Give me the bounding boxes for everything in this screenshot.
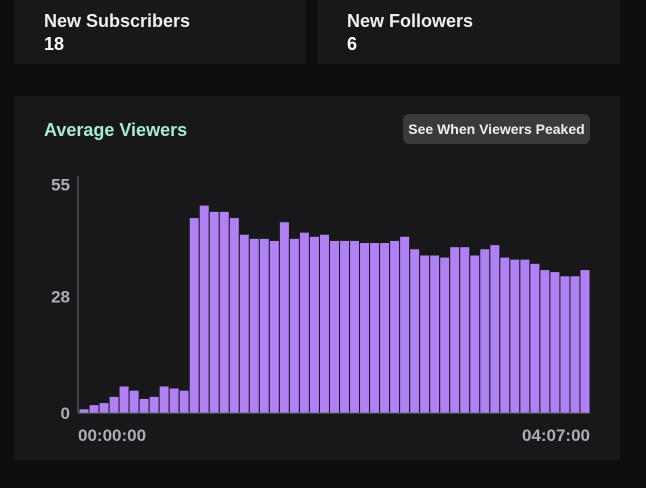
bar	[399, 235, 411, 414]
bar	[248, 237, 260, 414]
bar	[349, 239, 361, 414]
bar	[218, 210, 230, 414]
new-followers-card: New Followers 6	[317, 0, 620, 64]
bar	[168, 387, 180, 414]
bar	[278, 221, 290, 414]
bar	[318, 233, 330, 414]
bar	[339, 239, 351, 414]
bar	[308, 235, 320, 414]
bar	[158, 385, 170, 414]
average-viewers-panel: Average Viewers See When Viewers Peaked …	[14, 96, 620, 460]
new-subscribers-label: New Subscribers	[44, 11, 191, 31]
bar	[449, 246, 461, 414]
bar	[439, 256, 451, 414]
y-tick-label: 0	[61, 404, 70, 423]
bar	[98, 402, 110, 414]
bar	[258, 237, 270, 414]
bar	[148, 395, 160, 414]
bar	[369, 242, 381, 414]
bar	[188, 217, 200, 414]
bar	[328, 239, 341, 414]
bar	[359, 242, 371, 414]
bar	[479, 248, 491, 414]
bar	[78, 408, 90, 414]
x-start-label: 00:00:00	[78, 426, 146, 445]
bar	[108, 395, 120, 414]
bar	[228, 217, 240, 414]
bar	[268, 239, 280, 414]
bar	[419, 254, 431, 414]
bar	[208, 210, 220, 414]
new-followers-label: New Followers	[347, 11, 474, 31]
bar	[88, 404, 100, 414]
chart-title: Average Viewers	[44, 120, 188, 140]
bar	[539, 269, 551, 414]
bar	[529, 262, 541, 414]
bar	[118, 385, 130, 414]
bar	[389, 239, 401, 414]
new-followers-value: 6	[347, 34, 358, 54]
bar	[298, 231, 310, 414]
bar	[288, 237, 300, 414]
bar	[128, 389, 140, 414]
bar	[489, 244, 501, 414]
bar	[549, 271, 561, 414]
bar	[379, 242, 391, 414]
average-viewers-chart: 0 28 55 00:00:00 04:07:00	[51, 175, 591, 445]
bar	[579, 269, 591, 414]
bar	[499, 256, 511, 414]
see-viewers-peaked-button[interactable]: See When Viewers Peaked	[403, 114, 590, 144]
new-subscribers-value: 18	[44, 34, 65, 54]
bar	[409, 248, 421, 414]
bar	[238, 233, 250, 414]
x-end-label: 04:07:00	[522, 426, 590, 445]
bar	[569, 275, 581, 414]
bar	[198, 204, 210, 414]
new-subscribers-card: New Subscribers 18	[14, 0, 306, 64]
bar	[519, 258, 531, 414]
bar	[178, 389, 190, 414]
bar	[559, 275, 571, 414]
y-tick-label: 28	[51, 288, 70, 307]
bar	[509, 258, 521, 414]
bar	[469, 254, 481, 414]
y-tick-label: 55	[51, 175, 70, 194]
bar	[429, 254, 441, 414]
bar	[459, 246, 471, 414]
bar	[138, 397, 150, 414]
